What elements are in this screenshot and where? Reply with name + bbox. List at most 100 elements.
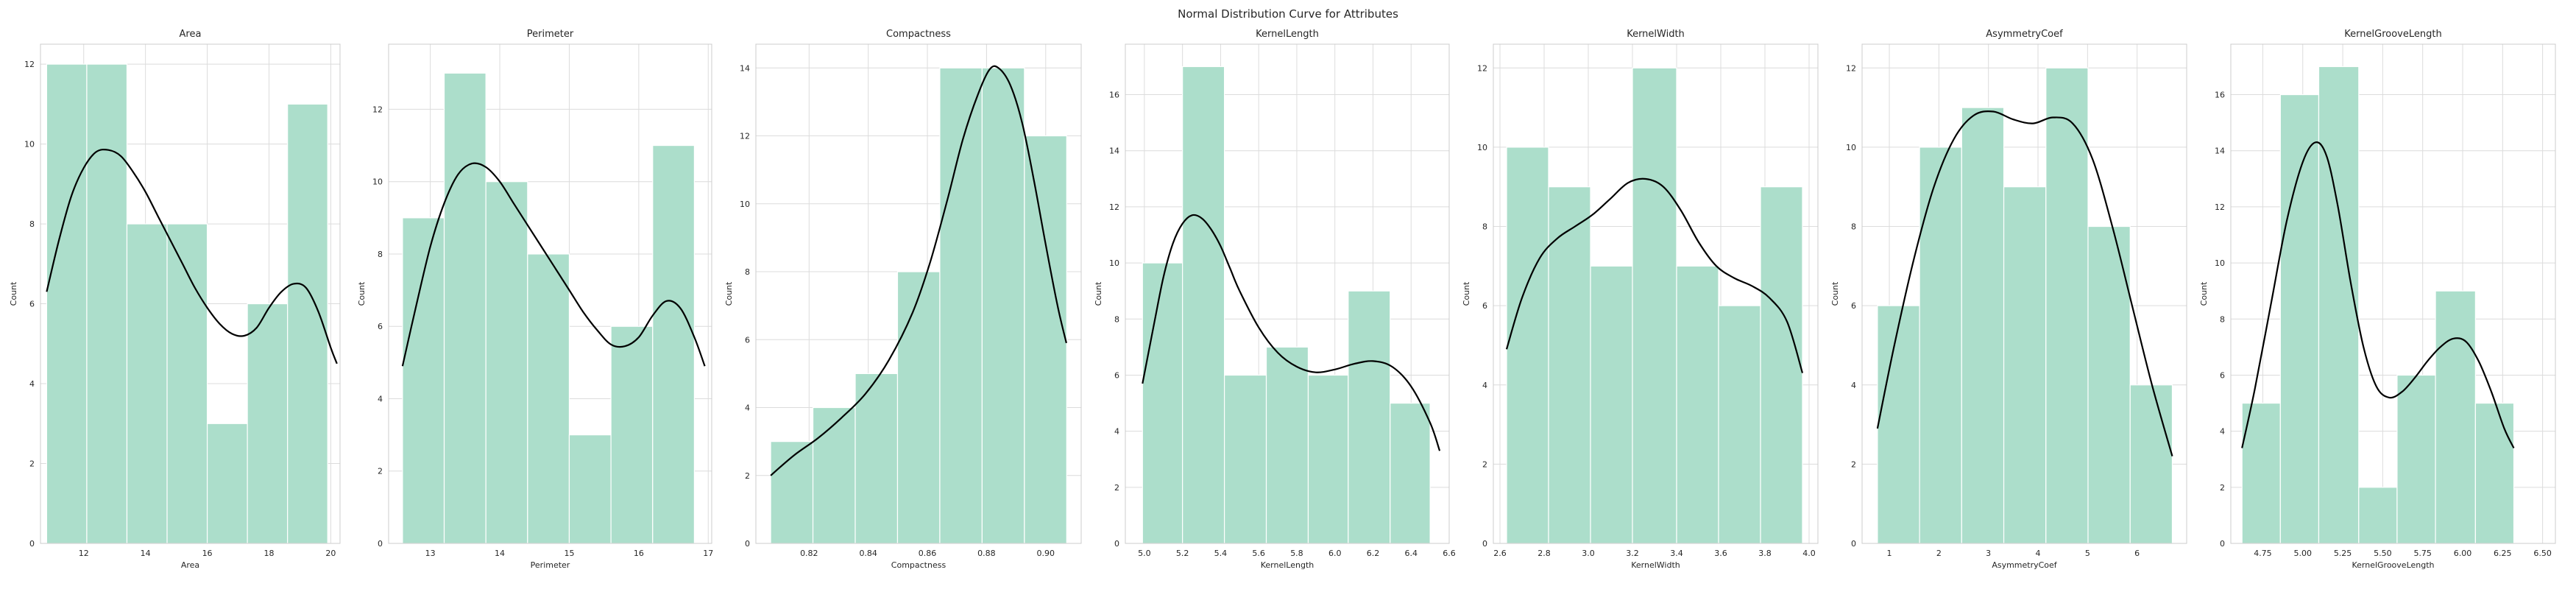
x-tick-label: 3.4 bbox=[1670, 549, 1683, 558]
x-axis-label: AsymmetryCoef bbox=[1992, 560, 2057, 570]
y-tick-label: 0 bbox=[1482, 539, 1487, 549]
histogram-bar bbox=[1718, 305, 1761, 544]
histogram-bar bbox=[610, 325, 654, 544]
x-tick-label: 5.50 bbox=[2374, 549, 2392, 558]
y-tick-label: 6 bbox=[745, 335, 750, 345]
x-tick-label: 17 bbox=[703, 549, 713, 558]
x-axis-label: Area bbox=[181, 560, 199, 570]
histogram-bar bbox=[2129, 384, 2173, 544]
histogram-bar bbox=[2358, 487, 2398, 544]
histogram-bar bbox=[1877, 305, 1920, 544]
y-tick-label: 4 bbox=[745, 404, 750, 413]
y-tick-label: 8 bbox=[745, 267, 750, 277]
histogram-bar bbox=[1676, 265, 1719, 544]
y-axis-label: Count bbox=[1094, 281, 1103, 306]
x-tick-label: 4 bbox=[2036, 549, 2041, 558]
x-tick-label: 4.0 bbox=[1802, 549, 1816, 558]
y-tick-label: 0 bbox=[2220, 539, 2225, 549]
histogram-bar bbox=[652, 144, 695, 544]
axes-frame bbox=[388, 43, 712, 544]
y-tick-label: 2 bbox=[1114, 483, 1119, 493]
subplot-title: KernelGrooveLength bbox=[2344, 29, 2441, 40]
x-tick-label: 15 bbox=[564, 549, 574, 558]
y-tick-label: 2 bbox=[1482, 459, 1487, 469]
y-tick-label: 12 bbox=[740, 132, 750, 141]
y-tick-label: 0 bbox=[378, 539, 383, 549]
histogram-bar bbox=[2318, 66, 2360, 544]
y-tick-label: 8 bbox=[1482, 222, 1487, 232]
axes-frame bbox=[2230, 43, 2556, 544]
x-tick-label: 3.6 bbox=[1714, 549, 1727, 558]
histogram-bar bbox=[939, 67, 983, 544]
y-tick-label: 12 bbox=[2215, 202, 2225, 212]
x-tick-label: 3.2 bbox=[1626, 549, 1639, 558]
x-tick-label: 5 bbox=[2085, 549, 2090, 558]
histogram-bar bbox=[1760, 186, 1803, 544]
y-tick-label: 10 bbox=[2215, 258, 2225, 268]
y-tick-label: 14 bbox=[2215, 147, 2225, 156]
x-tick-label: 14 bbox=[141, 549, 151, 558]
y-tick-label: 10 bbox=[372, 177, 383, 187]
x-tick-label: 0.86 bbox=[919, 549, 937, 558]
y-tick-label: 10 bbox=[1109, 258, 1119, 268]
histogram-bar bbox=[1961, 107, 2005, 544]
x-tick-label: 6.25 bbox=[2494, 549, 2512, 558]
histogram-bar bbox=[2241, 402, 2281, 544]
x-tick-label: 4.75 bbox=[2254, 549, 2272, 558]
y-tick-label: 6 bbox=[1851, 301, 1856, 311]
y-axis-label: Count bbox=[357, 281, 367, 306]
axes-frame bbox=[1125, 43, 1450, 544]
histogram-bar bbox=[527, 253, 570, 544]
y-tick-label: 0 bbox=[745, 539, 750, 549]
y-tick-label: 6 bbox=[378, 322, 383, 331]
y-axis-label: Count bbox=[1462, 281, 1471, 306]
kde-curve bbox=[401, 162, 706, 367]
y-tick-label: 4 bbox=[29, 379, 35, 389]
x-axis-label: KernelLength bbox=[1261, 560, 1314, 570]
histogram-bar bbox=[981, 67, 1025, 544]
axes-frame bbox=[1493, 43, 1819, 544]
histogram-bar bbox=[854, 373, 899, 544]
subplot-kernellength: 0 2 4 6 8 10 12 14 16 5.0 5.2 5.4 5.6 5.8 6.0 6.2 6.4 6.6… bbox=[1094, 29, 1456, 570]
x-tick-label: 0.90 bbox=[1037, 549, 1055, 558]
y-axis-label: Count bbox=[2199, 281, 2209, 306]
y-tick-label: 12 bbox=[1846, 63, 1856, 73]
x-tick-label: 6 bbox=[2134, 549, 2140, 558]
x-tick-label: 0.84 bbox=[859, 549, 877, 558]
y-tick-label: 8 bbox=[2220, 314, 2225, 324]
y-tick-label: 10 bbox=[1846, 143, 1856, 152]
histogram-bar bbox=[1024, 135, 1067, 544]
x-axis-label: Perimeter bbox=[531, 560, 570, 570]
x-tick-label: 18 bbox=[263, 549, 274, 558]
x-tick-label: 20 bbox=[325, 549, 336, 558]
subplot-title: Compactness bbox=[886, 29, 951, 40]
histogram-bar bbox=[2474, 402, 2515, 544]
x-tick-label: 6.4 bbox=[1404, 549, 1418, 558]
x-tick-label: 1 bbox=[1887, 549, 1892, 558]
x-tick-label: 2.6 bbox=[1493, 549, 1507, 558]
x-tick-label: 2 bbox=[1936, 549, 1942, 558]
x-tick-label: 5.0 bbox=[1138, 549, 1151, 558]
histogram-bar bbox=[1142, 262, 1183, 544]
histogram-bar bbox=[812, 406, 856, 544]
y-tick-label: 2 bbox=[1851, 459, 1856, 469]
subplot-title: KernelWidth bbox=[1627, 29, 1685, 40]
axes-frame bbox=[755, 43, 1082, 544]
histogram-bar bbox=[896, 271, 941, 544]
x-tick-label: 12 bbox=[79, 549, 89, 558]
x-tick-label: 0.88 bbox=[977, 549, 996, 558]
y-tick-label: 16 bbox=[2215, 91, 2225, 100]
kde-curve bbox=[1142, 214, 1441, 451]
histogram-bar bbox=[2435, 290, 2476, 544]
subplot-title: AsymmetryCoef bbox=[1986, 29, 2063, 40]
histogram-bar bbox=[1348, 290, 1391, 544]
x-tick-label: 0.82 bbox=[800, 549, 818, 558]
subplot-area: 0 2 4 6 8 10 12 12 14 16 18 20 Area Area Count bbox=[9, 29, 341, 570]
y-tick-label: 4 bbox=[1114, 427, 1119, 437]
y-tick-label: 12 bbox=[372, 105, 383, 114]
y-tick-label: 2 bbox=[745, 471, 750, 481]
histogram-bar bbox=[247, 303, 289, 544]
subplot-perimeter: 0 2 4 6 8 10 12 13 14 15 16 17 Perimeter Perimeter Cou… bbox=[357, 29, 713, 570]
subplot-kernelgroovelength: 0 2 4 6 8 10 12 14 16 4.75 5.00 5.25 5.50 5.75 6.00 6.2… bbox=[2199, 29, 2556, 570]
x-tick-label: 5.25 bbox=[2334, 549, 2352, 558]
